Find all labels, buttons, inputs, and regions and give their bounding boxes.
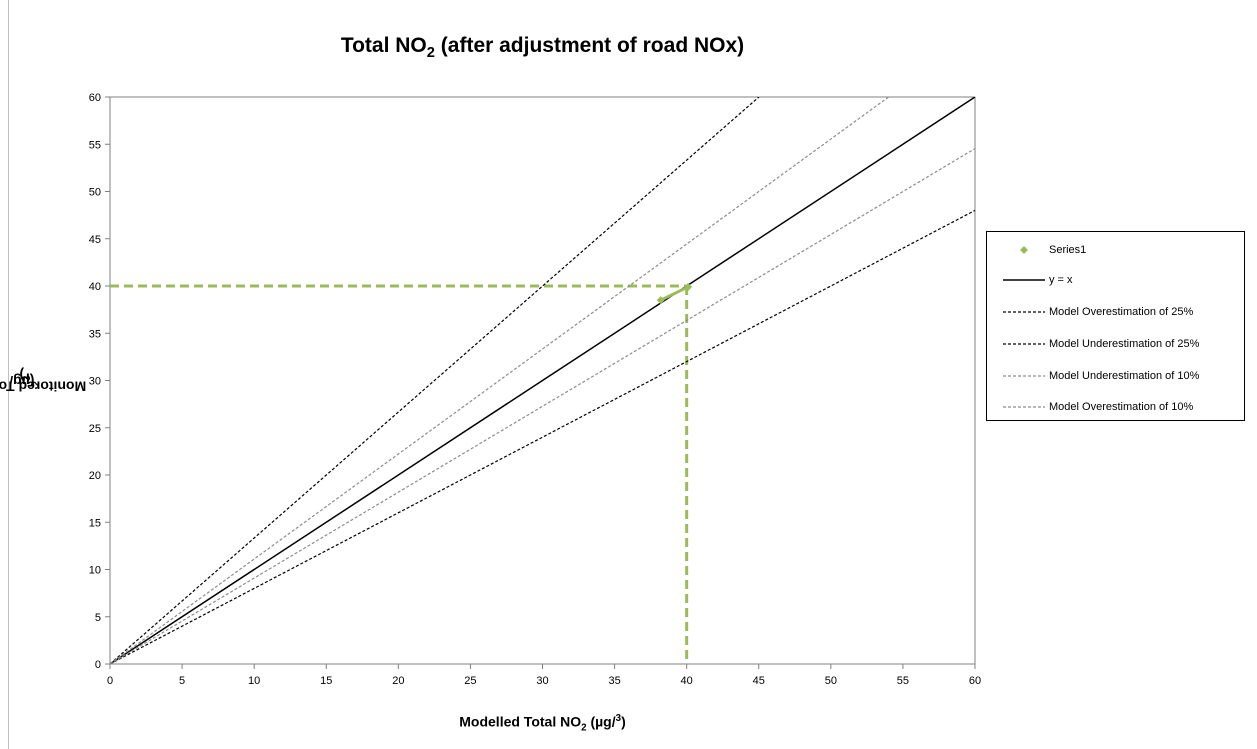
y-tick-label: 50 [89, 187, 101, 199]
data-point [684, 282, 693, 291]
legend-item: Series1 [987, 240, 1086, 260]
legend-item: Model Overestimation of 25% [987, 302, 1193, 322]
x-tick-label: 55 [897, 675, 909, 687]
legend-swatch [1001, 338, 1047, 350]
x-tick-label: 30 [536, 675, 548, 687]
y-tick-label: 30 [89, 376, 101, 388]
legend-label: y = x [1049, 274, 1073, 286]
series-line-model-underestimation-of-10- [110, 148, 975, 664]
x-tick-label: 20 [392, 675, 404, 687]
legend-label: Model Underestimation of 25% [1049, 338, 1200, 350]
data-point [656, 296, 665, 305]
legend-swatch [1001, 244, 1047, 256]
chart-title: Total NO2 (after adjustment of road NOx) [340, 34, 745, 62]
y-tick-label: 40 [89, 281, 101, 293]
legend-swatch [1001, 274, 1047, 286]
y-tick-label: 5 [95, 612, 101, 624]
y-tick-label: 25 [89, 423, 101, 435]
x-tick-label: 5 [179, 675, 185, 687]
legend-swatch [1001, 401, 1047, 413]
legend-item: Model Underestimation of 25% [987, 334, 1199, 354]
y-tick-label: 35 [89, 328, 101, 340]
legend-item: Model Underestimation of 10% [987, 366, 1199, 386]
series-line-model-underestimation-of-25- [110, 209, 975, 664]
y-tick-label: 15 [89, 517, 101, 529]
x-tick-label: 0 [107, 675, 113, 687]
series-points-connector [660, 285, 689, 302]
x-tick-label: 10 [248, 675, 260, 687]
page-left-border [8, 0, 9, 749]
series-line-model-overestimation-of-10- [110, 97, 889, 664]
y-tick-label: 45 [89, 234, 101, 246]
legend-item: Model Overestimation of 10% [987, 397, 1193, 417]
y-tick-label: 0 [95, 659, 101, 671]
y-tick-label: 20 [89, 470, 101, 482]
legend-swatch [1001, 306, 1047, 318]
x-tick-label: 15 [320, 675, 332, 687]
legend-label: Model Underestimation of 10% [1049, 370, 1200, 382]
series-line-model-overestimation-of-25- [110, 97, 760, 664]
x-tick-label: 25 [464, 675, 476, 687]
chart-legend: Series1 y = x Model Overestimation of 25% M… [986, 231, 1245, 421]
legend-item: y = x [987, 270, 1073, 290]
y-tick-label: 60 [89, 92, 101, 104]
y-tick-label: 55 [89, 139, 101, 151]
legend-swatch [1001, 370, 1047, 382]
legend-label: Model Overestimation of 10% [1049, 401, 1194, 413]
x-tick-label: 60 [969, 675, 981, 687]
x-tick-label: 35 [608, 675, 620, 687]
x-tick-label: 40 [681, 675, 693, 687]
x-axis-label: Modelled Total NO2 (µg/3) [459, 713, 626, 734]
series-line-y-x [110, 97, 975, 664]
x-tick-label: 50 [825, 675, 837, 687]
legend-label: Model Overestimation of 25% [1049, 306, 1194, 318]
legend-label: Series1 [1049, 244, 1087, 256]
y-tick-label: 10 [89, 565, 101, 577]
x-tick-label: 45 [753, 675, 765, 687]
